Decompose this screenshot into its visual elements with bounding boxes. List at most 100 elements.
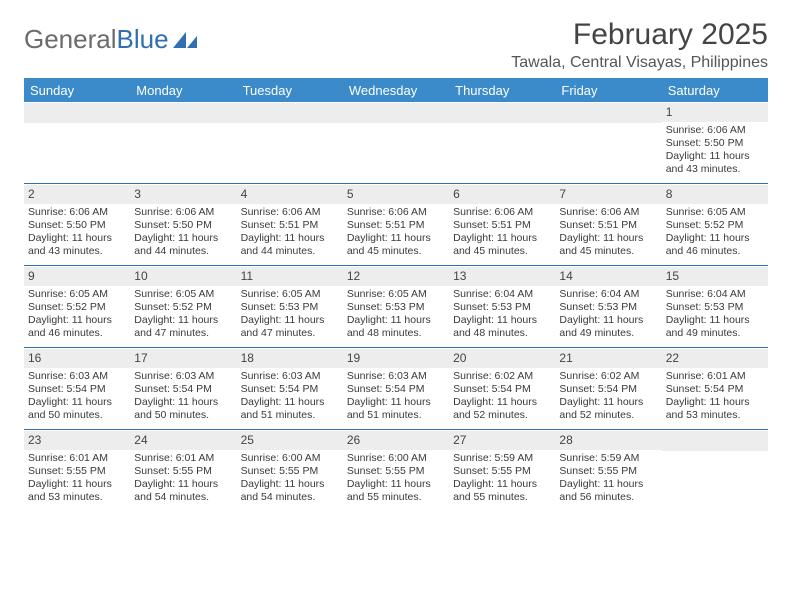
day-number — [130, 103, 236, 123]
day-cell: 7Sunrise: 6:06 AMSunset: 5:51 PMDaylight… — [555, 184, 661, 265]
sunrise-text: Sunrise: 6:03 AM — [241, 370, 339, 383]
daylight-text: Daylight: 11 hours and 46 minutes. — [666, 232, 764, 258]
sunrise-text: Sunrise: 6:06 AM — [453, 206, 551, 219]
title-block: February 2025 Tawala, Central Visayas, P… — [511, 18, 768, 72]
sunrise-text: Sunrise: 6:00 AM — [241, 452, 339, 465]
day-number: 25 — [237, 431, 343, 450]
day-cell: 5Sunrise: 6:06 AMSunset: 5:51 PMDaylight… — [343, 184, 449, 265]
sunrise-text: Sunrise: 6:06 AM — [347, 206, 445, 219]
day-number: 24 — [130, 431, 236, 450]
daylight-text: Daylight: 11 hours and 56 minutes. — [559, 478, 657, 504]
sunset-text: Sunset: 5:52 PM — [666, 219, 764, 232]
daylight-text: Daylight: 11 hours and 48 minutes. — [453, 314, 551, 340]
sunrise-text: Sunrise: 6:06 AM — [241, 206, 339, 219]
day-cell: 23Sunrise: 6:01 AMSunset: 5:55 PMDayligh… — [24, 430, 130, 511]
day-number: 16 — [24, 349, 130, 368]
daylight-text: Daylight: 11 hours and 54 minutes. — [134, 478, 232, 504]
sunset-text: Sunset: 5:55 PM — [347, 465, 445, 478]
day-cell: 22Sunrise: 6:01 AMSunset: 5:54 PMDayligh… — [662, 348, 768, 429]
sunrise-text: Sunrise: 6:05 AM — [666, 206, 764, 219]
day-cell: 10Sunrise: 6:05 AMSunset: 5:52 PMDayligh… — [130, 266, 236, 347]
sunset-text: Sunset: 5:51 PM — [347, 219, 445, 232]
day-cell: 19Sunrise: 6:03 AMSunset: 5:54 PMDayligh… — [343, 348, 449, 429]
sunset-text: Sunset: 5:55 PM — [241, 465, 339, 478]
sunrise-text: Sunrise: 6:06 AM — [134, 206, 232, 219]
day-cell: 26Sunrise: 6:00 AMSunset: 5:55 PMDayligh… — [343, 430, 449, 511]
day-cell: 15Sunrise: 6:04 AMSunset: 5:53 PMDayligh… — [662, 266, 768, 347]
page-header: GeneralBlue February 2025 Tawala, Centra… — [24, 18, 768, 72]
sunset-text: Sunset: 5:53 PM — [347, 301, 445, 314]
day-cell-empty — [662, 430, 768, 511]
daylight-text: Daylight: 11 hours and 50 minutes. — [28, 396, 126, 422]
sunrise-text: Sunrise: 6:05 AM — [347, 288, 445, 301]
sunset-text: Sunset: 5:55 PM — [559, 465, 657, 478]
daylight-text: Daylight: 11 hours and 48 minutes. — [347, 314, 445, 340]
logo-text-gray: General — [24, 24, 117, 55]
sunrise-text: Sunrise: 6:02 AM — [453, 370, 551, 383]
sunset-text: Sunset: 5:50 PM — [666, 137, 764, 150]
day-number: 26 — [343, 431, 449, 450]
week-row: 23Sunrise: 6:01 AMSunset: 5:55 PMDayligh… — [24, 430, 768, 511]
day-number: 6 — [449, 185, 555, 204]
sunset-text: Sunset: 5:55 PM — [134, 465, 232, 478]
day-cell: 2Sunrise: 6:06 AMSunset: 5:50 PMDaylight… — [24, 184, 130, 265]
sunrise-text: Sunrise: 5:59 AM — [559, 452, 657, 465]
day-cell-empty — [237, 102, 343, 183]
sunset-text: Sunset: 5:53 PM — [666, 301, 764, 314]
weekday-header: Wednesday — [343, 78, 449, 102]
day-number: 14 — [555, 267, 661, 286]
sunrise-text: Sunrise: 6:04 AM — [453, 288, 551, 301]
daylight-text: Daylight: 11 hours and 46 minutes. — [28, 314, 126, 340]
day-cell: 27Sunrise: 5:59 AMSunset: 5:55 PMDayligh… — [449, 430, 555, 511]
day-cell: 17Sunrise: 6:03 AMSunset: 5:54 PMDayligh… — [130, 348, 236, 429]
day-cell: 16Sunrise: 6:03 AMSunset: 5:54 PMDayligh… — [24, 348, 130, 429]
daylight-text: Daylight: 11 hours and 54 minutes. — [241, 478, 339, 504]
week-row: 1Sunrise: 6:06 AMSunset: 5:50 PMDaylight… — [24, 102, 768, 183]
daylight-text: Daylight: 11 hours and 45 minutes. — [347, 232, 445, 258]
day-number: 10 — [130, 267, 236, 286]
sunrise-text: Sunrise: 6:05 AM — [28, 288, 126, 301]
day-cell: 9 Sunrise: 6:05 AMSunset: 5:52 PMDaylight… — [24, 266, 130, 347]
day-number: 18 — [237, 349, 343, 368]
day-cell: 11Sunrise: 6:05 AMSunset: 5:53 PMDayligh… — [237, 266, 343, 347]
day-number: 7 — [555, 185, 661, 204]
day-cell: 6Sunrise: 6:06 AMSunset: 5:51 PMDaylight… — [449, 184, 555, 265]
daylight-text: Daylight: 11 hours and 50 minutes. — [134, 396, 232, 422]
daylight-text: Daylight: 11 hours and 51 minutes. — [347, 396, 445, 422]
day-number: 19 — [343, 349, 449, 368]
daylight-text: Daylight: 11 hours and 52 minutes. — [559, 396, 657, 422]
day-cell: 14Sunrise: 6:04 AMSunset: 5:53 PMDayligh… — [555, 266, 661, 347]
month-title: February 2025 — [511, 18, 768, 52]
weekday-header: Monday — [130, 78, 236, 102]
day-number: 28 — [555, 431, 661, 450]
day-number: 4 — [237, 185, 343, 204]
logo: GeneralBlue — [24, 18, 199, 55]
sunrise-text: Sunrise: 6:02 AM — [559, 370, 657, 383]
daylight-text: Daylight: 11 hours and 47 minutes. — [241, 314, 339, 340]
day-number: 13 — [449, 267, 555, 286]
day-cell: 28 Sunrise: 5:59 AMSunset: 5:55 PMDayligh… — [555, 430, 661, 511]
daylight-text: Daylight: 11 hours and 49 minutes. — [559, 314, 657, 340]
sunrise-text: Sunrise: 6:03 AM — [347, 370, 445, 383]
sunset-text: Sunset: 5:54 PM — [134, 383, 232, 396]
day-number: 23 — [24, 431, 130, 450]
day-cell: 25 Sunrise: 6:00 AMSunset: 5:55 PMDayligh… — [237, 430, 343, 511]
daylight-text: Daylight: 11 hours and 44 minutes. — [241, 232, 339, 258]
day-number: 9 — [24, 267, 130, 286]
day-number: 21 — [555, 349, 661, 368]
daylight-text: Daylight: 11 hours and 52 minutes. — [453, 396, 551, 422]
day-number: 1 — [662, 103, 768, 122]
sunset-text: Sunset: 5:55 PM — [453, 465, 551, 478]
sunset-text: Sunset: 5:51 PM — [241, 219, 339, 232]
sunset-text: Sunset: 5:54 PM — [666, 383, 764, 396]
sunset-text: Sunset: 5:53 PM — [559, 301, 657, 314]
day-number: 3 — [130, 185, 236, 204]
daylight-text: Daylight: 11 hours and 55 minutes. — [453, 478, 551, 504]
week-row: 16Sunrise: 6:03 AMSunset: 5:54 PMDayligh… — [24, 348, 768, 429]
day-number: 12 — [343, 267, 449, 286]
sunset-text: Sunset: 5:52 PM — [28, 301, 126, 314]
weekday-header: Sunday — [24, 78, 130, 102]
logo-sail-icon — [173, 30, 199, 50]
sunset-text: Sunset: 5:52 PM — [134, 301, 232, 314]
day-number: 15 — [662, 267, 768, 286]
